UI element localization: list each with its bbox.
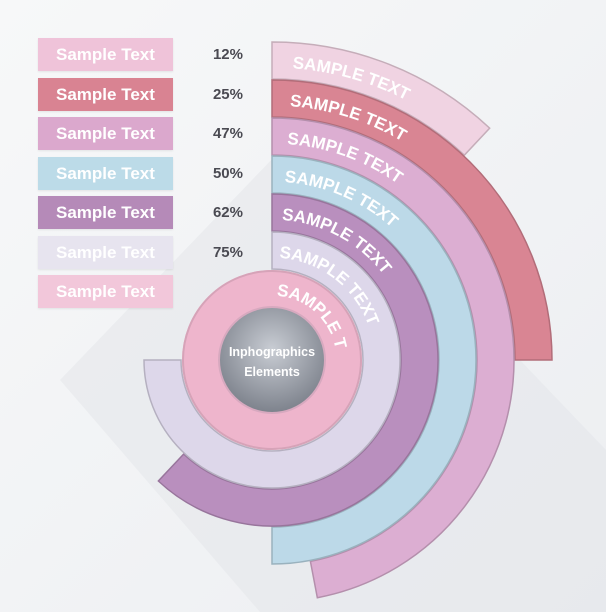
ring-bar-3 <box>271 117 515 599</box>
ring-bar-4 <box>271 155 477 565</box>
center-hole <box>218 306 326 414</box>
legend-label-3: Sample Text <box>38 117 173 150</box>
legend-value-3: 47% <box>212 125 243 142</box>
legend-label-1: Sample Text <box>38 38 173 71</box>
ring-bar-7 <box>182 270 362 450</box>
ring-bar-5 <box>157 193 439 527</box>
ring-bar-2 <box>271 79 553 361</box>
legend-label-2: Sample Text <box>38 77 173 111</box>
legend-label-5: Sample Text <box>38 196 173 229</box>
legend-label-4: Sample Text <box>38 156 173 190</box>
ring-bar-1 <box>271 41 491 157</box>
legend-value-2: 25% <box>212 85 243 103</box>
center-title-line-2: Elements <box>244 365 300 379</box>
ring-edge-7 <box>182 270 362 450</box>
legend-label-7: Sample Text <box>38 275 173 308</box>
legend-value-1: 12% <box>212 46 243 63</box>
legend-value-6: 75% <box>212 243 243 261</box>
legend-value-5: 62% <box>212 204 243 221</box>
ring-bar-6 <box>143 231 401 489</box>
legend-label-6: Sample Text <box>38 235 173 269</box>
legend-value-4: 50% <box>212 164 243 182</box>
center-title-line-1: Inphographics <box>229 345 315 359</box>
